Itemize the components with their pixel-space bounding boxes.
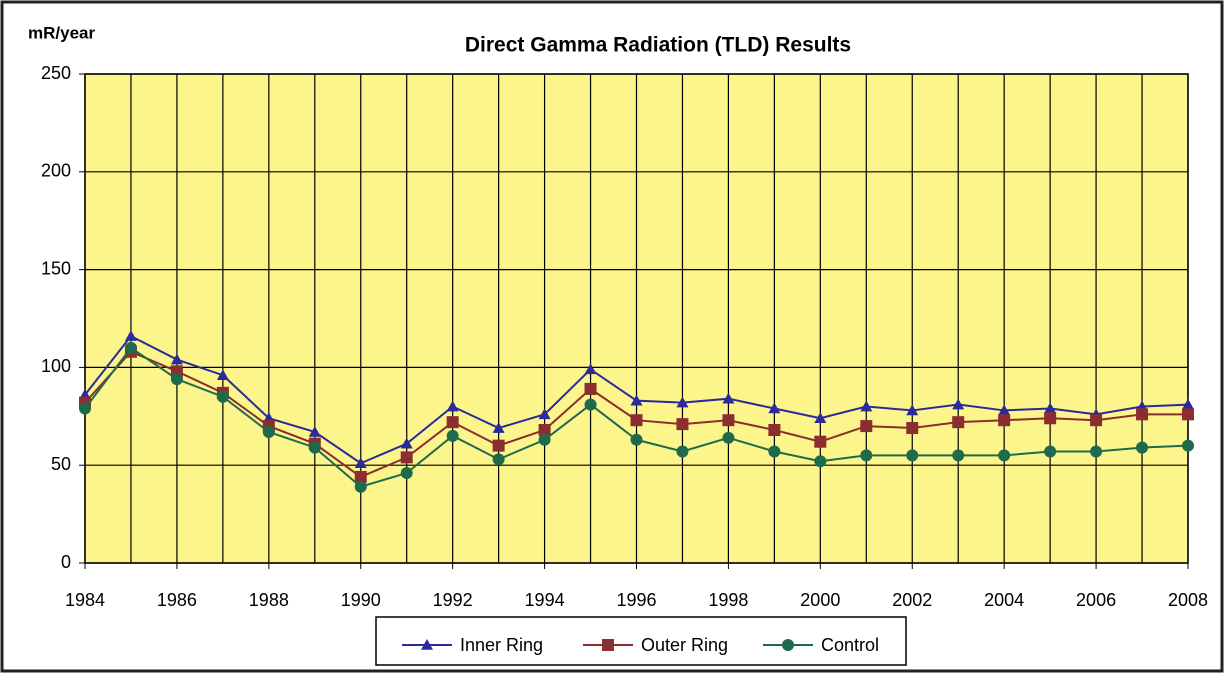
x-tick-label: 1984 [65, 590, 105, 610]
marker [170, 353, 183, 365]
x-tick-label: 2002 [892, 590, 932, 610]
x-tick-label: 1990 [341, 590, 381, 610]
marker [814, 412, 827, 424]
marker [492, 422, 505, 433]
marker [400, 467, 413, 480]
marker [906, 404, 919, 416]
marker [354, 457, 367, 469]
marker [1182, 398, 1194, 410]
marker [998, 414, 1011, 427]
legend-label: Inner Ring [460, 635, 543, 655]
marker [354, 470, 367, 483]
y-tick-label: 150 [41, 258, 71, 278]
marker [400, 451, 413, 464]
marker [860, 449, 873, 462]
marker [1090, 414, 1103, 427]
x-tick-label: 2000 [800, 590, 840, 610]
legend [375, 616, 907, 666]
marker [584, 363, 597, 375]
marker [998, 449, 1011, 462]
marker [998, 404, 1011, 416]
marker [952, 398, 965, 410]
marker [354, 480, 367, 493]
x-tick-label: 2008 [1168, 590, 1208, 610]
marker [906, 449, 919, 462]
marker [722, 392, 735, 404]
marker [584, 382, 597, 395]
marker [602, 639, 614, 651]
marker [1136, 441, 1149, 454]
marker [79, 402, 91, 415]
marker [722, 414, 735, 427]
marker [538, 423, 551, 436]
marker [906, 422, 919, 435]
x-tick-label: 1986 [157, 590, 197, 610]
marker [860, 400, 873, 412]
marker [1044, 412, 1057, 425]
marker [768, 423, 781, 436]
marker [1136, 408, 1149, 421]
marker [1090, 445, 1103, 458]
y-tick-label: 0 [61, 552, 71, 572]
marker [676, 418, 689, 431]
marker [676, 445, 689, 458]
marker [170, 373, 183, 386]
marker [1182, 408, 1194, 421]
marker [446, 416, 459, 429]
marker [216, 390, 229, 403]
marker [1044, 402, 1057, 414]
y-axis-label: mR/year [28, 23, 95, 42]
marker [124, 330, 137, 341]
marker [538, 433, 551, 446]
x-tick-label: 1998 [708, 590, 748, 610]
marker [1182, 439, 1194, 452]
y-tick-label: 250 [41, 63, 71, 83]
marker [952, 416, 965, 429]
marker [492, 439, 505, 452]
y-tick-label: 100 [41, 356, 71, 376]
marker [492, 453, 505, 466]
marker [630, 433, 643, 446]
marker [262, 425, 275, 438]
x-tick-label: 1992 [433, 590, 473, 610]
marker [446, 429, 459, 442]
marker [782, 639, 794, 651]
marker [124, 341, 137, 354]
marker [446, 400, 459, 412]
marker [722, 431, 735, 444]
x-tick-label: 1988 [249, 590, 289, 610]
y-tick-label: 200 [41, 161, 71, 181]
marker [814, 455, 827, 468]
marker [676, 396, 689, 408]
marker [584, 398, 597, 411]
marker [952, 449, 965, 462]
marker [400, 437, 413, 449]
marker [216, 369, 229, 381]
x-tick-label: 1996 [616, 590, 656, 610]
marker [630, 394, 643, 406]
marker [630, 414, 643, 427]
marker [1044, 445, 1057, 458]
marker [308, 441, 321, 454]
legend-label: Outer Ring [641, 635, 728, 655]
chart-title: Direct Gamma Radiation (TLD) Results [465, 34, 851, 57]
x-tick-label: 1994 [525, 590, 565, 610]
y-tick-label: 50 [51, 454, 71, 474]
x-tick-label: 2004 [984, 590, 1024, 610]
marker [308, 425, 321, 437]
marker [538, 408, 551, 420]
marker [768, 445, 781, 458]
x-tick-label: 2006 [1076, 590, 1116, 610]
marker [421, 639, 433, 650]
legend-label: Control [821, 635, 879, 655]
marker [814, 435, 827, 448]
marker [860, 420, 873, 433]
marker [768, 402, 781, 414]
